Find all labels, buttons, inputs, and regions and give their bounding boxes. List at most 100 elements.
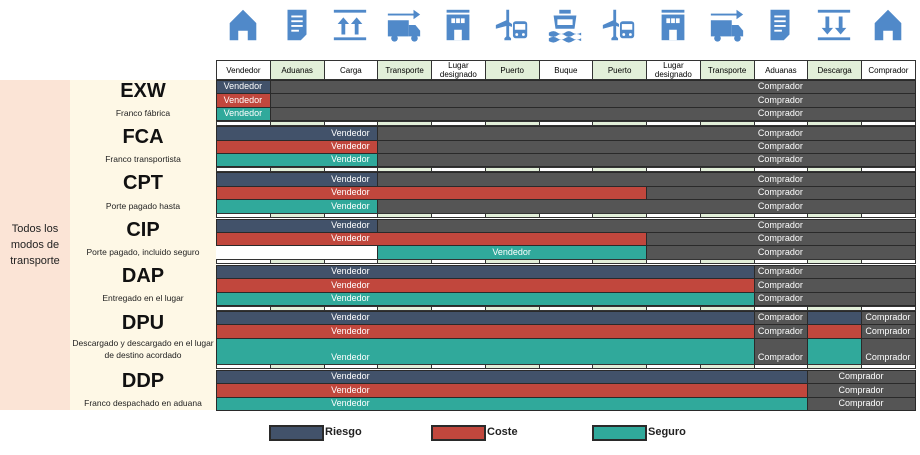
truck-icon — [707, 6, 747, 44]
seller-label: Vendedor — [331, 312, 370, 323]
spacer-cell — [807, 213, 862, 219]
buyer-label: Comprador — [757, 187, 803, 198]
buyer-label: Comprador — [757, 325, 803, 336]
incoterm-code: CPT — [123, 172, 163, 195]
spacer-cell — [431, 213, 486, 219]
buyer-label: Comprador — [757, 351, 803, 362]
buyer-label: Comprador — [838, 384, 884, 395]
buyer-label: Comprador — [757, 312, 803, 323]
buyer-segment — [269, 80, 916, 95]
seller-label: Vendedor — [331, 233, 370, 244]
spacer-cell — [269, 305, 325, 311]
spacer-cell — [377, 166, 432, 172]
spacer-cell — [216, 166, 271, 172]
buyer-label: Comprador — [757, 108, 803, 119]
spacer-cell — [216, 120, 271, 126]
seller-segment — [216, 264, 755, 280]
seller-segment — [216, 232, 647, 247]
plane-truck-icon — [492, 6, 532, 44]
spacer-cell — [484, 364, 540, 370]
spacer-cell — [269, 120, 325, 126]
spacer-cell — [861, 166, 916, 172]
spacer-cell — [269, 259, 325, 265]
download-icon — [814, 6, 854, 44]
spacer-cell — [538, 213, 594, 219]
spacer-cell — [699, 305, 755, 311]
buyer-segment — [377, 153, 916, 168]
buyer-label: Comprador — [757, 293, 803, 303]
spacer-cell — [484, 120, 540, 126]
spacer-cell — [807, 305, 862, 311]
column-header-cell: Aduanas — [753, 60, 809, 80]
spacer-cell — [216, 364, 271, 370]
spacer-cell — [861, 305, 916, 311]
incoterm-name: Porte pagado hasta — [105, 200, 181, 211]
spacer-cell — [377, 259, 432, 265]
spacer-cell — [699, 364, 755, 370]
seller-segment — [807, 324, 862, 339]
seller-label: Vendedor — [331, 200, 370, 211]
upload-icon — [330, 6, 370, 44]
spacer-cell — [753, 213, 809, 219]
seller-segment — [807, 337, 862, 365]
buyer-label: Comprador — [838, 371, 884, 382]
spacer-cell — [538, 364, 594, 370]
spacer-cell — [377, 364, 432, 370]
spacer-cell — [216, 305, 271, 311]
column-header-cell: Buque — [538, 60, 594, 80]
spacer-cell — [484, 213, 540, 219]
spacer-cell — [538, 120, 594, 126]
buyer-segment — [753, 291, 916, 306]
spacer-cell — [323, 213, 379, 219]
spacer-cell — [807, 364, 862, 370]
seller-segment — [216, 396, 809, 411]
seller-label: Vendedor — [331, 187, 370, 198]
seller-segment — [216, 383, 809, 398]
spacer-cell — [269, 364, 325, 370]
column-header-cell: Carga — [323, 60, 379, 80]
seller-label: Vendedor — [331, 220, 370, 230]
house-icon — [868, 6, 908, 44]
spacer-cell — [216, 213, 271, 219]
column-header-cell: Lugar designado — [431, 60, 486, 80]
column-header-cell: Comprador — [861, 60, 916, 80]
buyer-label: Comprador — [757, 127, 803, 138]
spacer-cell — [646, 166, 701, 172]
buyer-label: Comprador — [757, 154, 803, 165]
buyer-label: Comprador — [757, 81, 803, 92]
buyer-label: Comprador — [865, 312, 911, 323]
spacer-cell — [592, 364, 647, 370]
house-icon — [223, 6, 263, 44]
buyer-segment — [269, 93, 916, 108]
spacer-cell — [538, 259, 594, 265]
spacer-cell — [216, 259, 271, 265]
incoterm-labels-panel — [70, 80, 216, 410]
incoterm-name: Entregado en el lugar — [102, 293, 184, 303]
plane-truck-icon — [599, 6, 639, 44]
spacer-cell — [431, 166, 486, 172]
spacer-cell — [646, 213, 701, 219]
buyer-label: Comprador — [757, 220, 803, 230]
document-icon — [277, 6, 317, 44]
spacer-cell — [377, 213, 432, 219]
building-icon — [438, 6, 478, 44]
document-icon — [760, 6, 800, 44]
legend-swatch-coste — [431, 425, 486, 441]
seller-label: Vendedor — [331, 173, 370, 184]
building-icon — [653, 6, 693, 44]
seller-label: Vendedor — [223, 108, 263, 119]
spacer-cell — [699, 166, 755, 172]
spacer-cell — [592, 305, 647, 311]
spacer-cell — [807, 259, 862, 265]
seller-segment — [216, 278, 755, 293]
seller-label: Vendedor — [331, 279, 370, 290]
column-header-cell: Descarga — [807, 60, 862, 80]
spacer-cell — [592, 166, 647, 172]
spacer-cell — [646, 259, 701, 265]
spacer-cell — [753, 120, 809, 126]
seller-segment — [216, 185, 647, 201]
legend-label: Riesgo — [325, 426, 362, 438]
buyer-label: Comprador — [757, 266, 803, 277]
truck-icon — [384, 6, 424, 44]
